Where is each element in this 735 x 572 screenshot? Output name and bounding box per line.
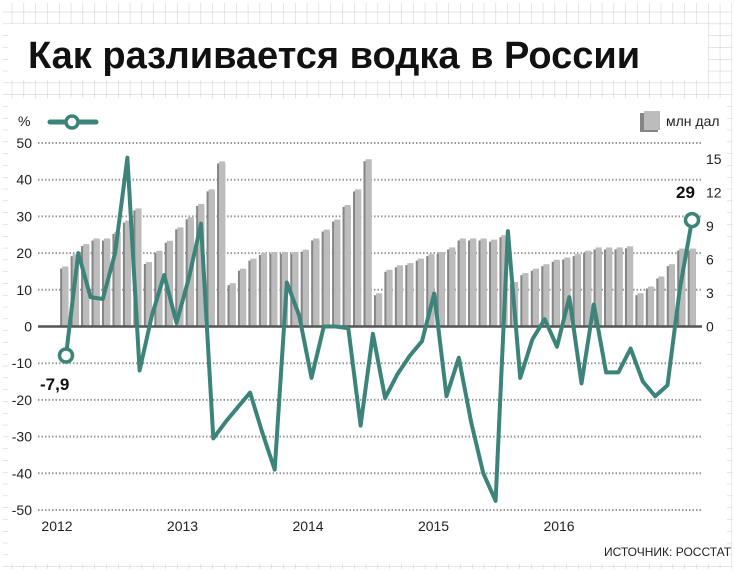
bar xyxy=(208,189,215,327)
left-tick-label: -30 xyxy=(12,429,32,445)
bar xyxy=(438,251,445,327)
title-band xyxy=(8,24,708,80)
bar xyxy=(271,251,278,327)
left-tick-label: 30 xyxy=(16,208,32,224)
bar xyxy=(250,258,257,327)
x-tick-label: 2015 xyxy=(418,518,449,534)
bar xyxy=(606,247,613,327)
bar xyxy=(626,246,634,327)
bar xyxy=(407,263,414,327)
bar xyxy=(574,254,581,327)
left-tick-label: -40 xyxy=(12,465,32,481)
left-axis-unit: % xyxy=(18,113,30,129)
last-point-label: 29 xyxy=(676,183,695,202)
bar xyxy=(679,248,686,327)
source-note: ИСТОЧНИК: РОССТАТ xyxy=(604,545,732,559)
line-legend-marker xyxy=(64,114,80,130)
x-tick-label: 2012 xyxy=(41,518,72,534)
bar xyxy=(595,247,602,327)
bar xyxy=(417,258,424,327)
left-axis-ticks: 50 40 30 20 10 0 -10 -20 -30 -40 -50 xyxy=(12,135,32,518)
bar xyxy=(365,159,372,327)
bar xyxy=(323,229,330,327)
left-tick-label: -20 xyxy=(12,392,32,408)
bar xyxy=(616,247,623,327)
bar xyxy=(62,266,69,327)
x-axis-ticks: 2012 2013 2014 2015 2016 xyxy=(41,518,574,534)
first-point-marker xyxy=(57,347,75,364)
bar xyxy=(470,238,477,327)
bar-legend-swatch xyxy=(644,111,660,130)
last-point-marker xyxy=(683,211,701,229)
right-tick-label: 0 xyxy=(706,319,714,335)
bar xyxy=(543,264,550,327)
bar xyxy=(428,254,435,327)
bar xyxy=(522,273,529,327)
bar xyxy=(239,268,247,327)
bar xyxy=(219,161,226,327)
bar xyxy=(93,238,100,327)
bar xyxy=(480,238,487,327)
bar xyxy=(553,259,560,327)
bar xyxy=(135,208,142,327)
x-tick-label: 2014 xyxy=(292,518,323,534)
bar xyxy=(334,219,341,327)
bar xyxy=(177,227,184,327)
bar xyxy=(564,257,571,327)
bar xyxy=(114,231,121,327)
bar xyxy=(637,293,644,327)
right-tick-label: 15 xyxy=(706,151,722,167)
bar xyxy=(260,253,268,327)
bar xyxy=(386,269,393,327)
bar xyxy=(145,261,152,327)
bar xyxy=(396,265,403,327)
left-tick-label: 20 xyxy=(16,245,32,261)
bar xyxy=(668,264,675,327)
bar xyxy=(459,238,466,327)
line-path xyxy=(64,155,694,503)
right-tick-label: 6 xyxy=(706,252,714,268)
right-tick-label: 9 xyxy=(706,218,714,234)
first-point-label: -7,9 xyxy=(40,375,69,394)
bar xyxy=(532,268,539,327)
bar xyxy=(124,220,132,327)
bar xyxy=(490,239,498,327)
gridlines xyxy=(38,142,702,511)
left-tick-label: 10 xyxy=(16,282,32,298)
bar-legend xyxy=(640,111,660,132)
right-tick-label: 12 xyxy=(706,185,722,201)
line-legend xyxy=(47,114,99,130)
bar xyxy=(658,276,665,327)
bar xyxy=(166,240,173,327)
left-tick-label: -10 xyxy=(12,355,32,371)
right-tick-label: 3 xyxy=(706,285,714,301)
bar xyxy=(375,293,383,327)
left-tick-label: 0 xyxy=(24,319,32,335)
bar xyxy=(355,189,362,327)
x-tick-label: 2013 xyxy=(167,518,198,534)
chart-title: Как разливается водка в России xyxy=(28,35,640,77)
left-tick-label: 40 xyxy=(16,172,32,188)
x-tick-label: 2016 xyxy=(543,518,574,534)
right-axis-ticks: 15 12 9 6 3 0 xyxy=(706,151,722,335)
left-tick-label: 50 xyxy=(16,135,32,151)
left-tick-label: -50 xyxy=(12,502,32,518)
bar xyxy=(302,249,309,327)
bar xyxy=(198,203,205,327)
right-axis-unit: млн дал xyxy=(666,113,720,129)
bar xyxy=(689,248,696,327)
bar xyxy=(313,238,320,327)
bar xyxy=(292,251,299,327)
bar xyxy=(449,247,456,327)
bar xyxy=(647,286,655,327)
bar xyxy=(229,283,236,327)
bar xyxy=(344,205,351,327)
line-series xyxy=(57,155,701,503)
bar xyxy=(585,250,592,327)
